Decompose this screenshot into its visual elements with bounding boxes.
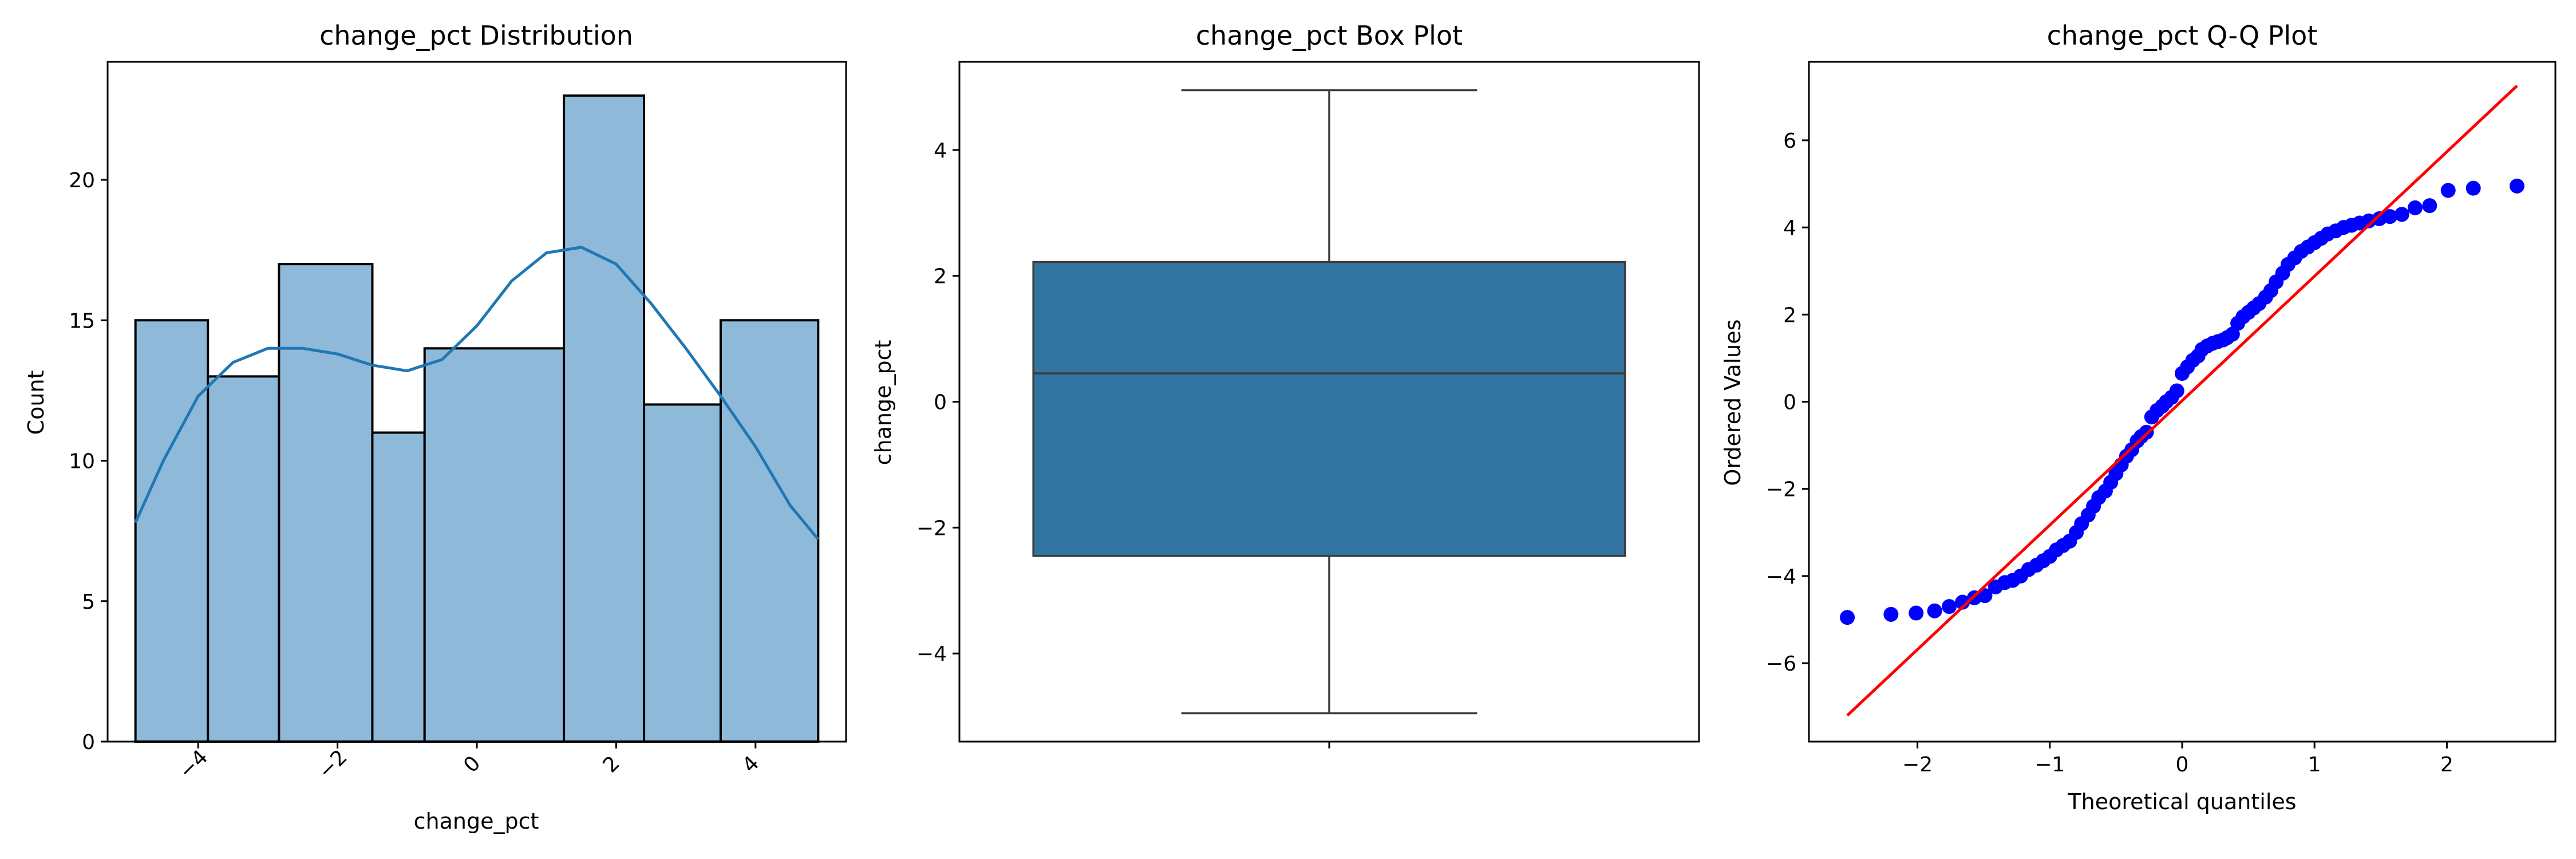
qq-point (2394, 207, 2409, 222)
histogram-panel: change_pct Distribution −4 −2 0 2 405101520 … (23, 20, 847, 834)
histogram-title: change_pct Distribution (319, 20, 633, 51)
boxplot-y-tick-label: 2 (934, 265, 947, 289)
qq-x-tick-label: −2 (1902, 753, 1933, 777)
histogram-y-tick-label: 10 (69, 450, 95, 474)
histogram-bar (643, 403, 722, 743)
kde-curve (134, 246, 820, 541)
boxplot-panel: change_pct Box Plot −4 −2 0 2 4 change_pct (871, 20, 1700, 748)
qq-point (2169, 383, 2184, 399)
qq-y-tick-label: −4 (1766, 565, 1796, 589)
qq-point (1955, 594, 1970, 610)
qq-x-tick-label: −1 (2034, 753, 2065, 777)
histogram-bar (134, 319, 210, 743)
histogram-bar (371, 431, 426, 743)
qq-point (2509, 178, 2524, 194)
qq-y-tick-label: 6 (1783, 129, 1796, 153)
qq-y-tick-label: −2 (1766, 478, 1796, 502)
histogram-bar (278, 263, 374, 743)
qq-point (1883, 606, 1899, 622)
boxplot-y-tick-label: −4 (916, 643, 947, 666)
histogram-y-tick-label: 5 (82, 590, 95, 614)
histogram-bar (423, 347, 566, 743)
qq-point (2466, 180, 2481, 196)
qq-x-tick-label: 1 (2308, 753, 2321, 777)
boxplot-y-label: change_pct (871, 340, 896, 466)
qq-plot-area: −2 −1 0 1 2 −6 −4 −2 0 2 4 6 (1766, 61, 2557, 777)
qq-point (2382, 209, 2397, 224)
qq-title: change_pct Q-Q Plot (2047, 20, 2318, 51)
histogram-y-tick-label: 20 (69, 169, 95, 192)
qq-fit-line (1846, 85, 2518, 717)
qq-x-label: Theoretical quantiles (2067, 789, 2296, 814)
boxplot-plot-area: −4 −2 0 2 4 (916, 61, 1700, 748)
qq-y-tick-label: 0 (1783, 391, 1796, 415)
boxplot-y-tick-label: 4 (934, 139, 947, 163)
qq-y-tick-label: 4 (1783, 216, 1796, 240)
boxplot-y-tick-label: 0 (934, 391, 947, 415)
qq-point (2407, 200, 2423, 215)
histogram-bar (719, 319, 820, 743)
histogram-bar (563, 94, 646, 743)
qq-point (2440, 183, 2456, 198)
histogram-y-label: Count (23, 371, 49, 435)
qq-point (1942, 599, 1957, 614)
qq-point (2422, 198, 2437, 214)
box-iqr (1032, 261, 1626, 557)
histogram-y-tick-label: 15 (69, 309, 95, 333)
qq-point (1927, 603, 1942, 618)
qq-y-tick-label: 2 (1783, 304, 1796, 327)
qq-point (1909, 605, 1924, 621)
histogram-y-tick-label: 0 (82, 731, 95, 754)
boxplot-title: change_pct Box Plot (1196, 20, 1463, 51)
qq-point (1840, 610, 1855, 625)
qq-x-tick-label: 0 (2176, 753, 2189, 777)
qq-y-tick-label: −6 (1766, 652, 1796, 676)
histogram-x-label: change_pct (414, 809, 539, 834)
qq-panel: change_pct Q-Q Plot −2 −1 0 1 2 −6 −4 −2 0 2 4 6 Th… (1720, 20, 2557, 814)
qq-x-tick-label: 2 (2440, 753, 2453, 777)
boxplot-y-tick-label: −2 (916, 517, 947, 540)
qq-y-label: Ordered Values (1720, 320, 1745, 486)
histogram-bar (207, 375, 280, 743)
qq-point (1977, 588, 1993, 604)
